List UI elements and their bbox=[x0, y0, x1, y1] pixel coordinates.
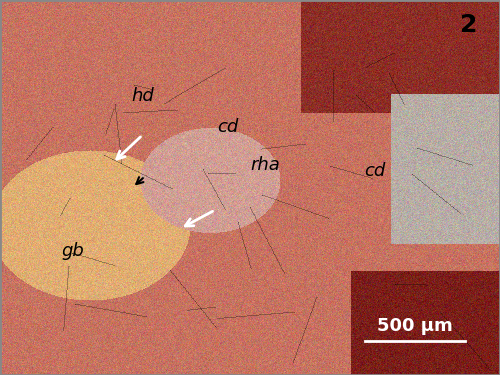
Text: hd: hd bbox=[131, 87, 154, 105]
Text: cd: cd bbox=[217, 118, 238, 136]
Text: 500 μm: 500 μm bbox=[377, 317, 453, 335]
Text: cd: cd bbox=[364, 162, 386, 180]
Text: rha: rha bbox=[250, 156, 280, 174]
Text: 2: 2 bbox=[460, 13, 477, 37]
Text: gb: gb bbox=[61, 242, 84, 260]
